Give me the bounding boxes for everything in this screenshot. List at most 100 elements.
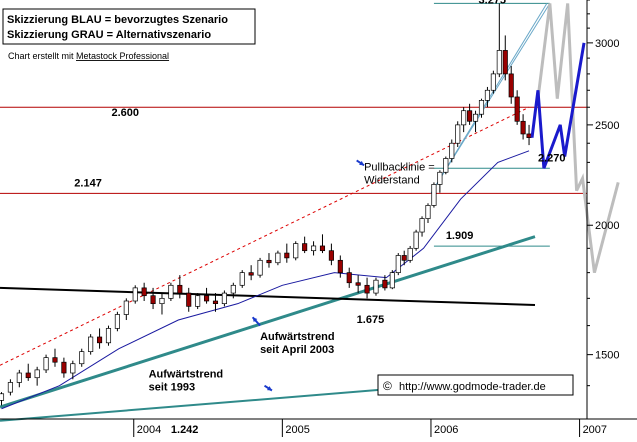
arrow-head [266,386,272,391]
candle-33 [293,241,299,261]
candle-body [502,50,508,75]
candle-body [484,89,490,101]
candles-layer [0,3,532,406]
candle-64 [508,65,514,104]
candle-body [105,328,112,344]
candle-63 [502,35,508,81]
candle-body [16,372,22,383]
candle-16 [141,282,147,301]
candle-38 [337,255,343,278]
candle-1 [7,379,13,396]
candle-body [43,357,49,371]
candle-12 [105,325,112,346]
candle-55 [455,121,461,147]
candle-31 [275,250,281,266]
candle-body [382,279,388,289]
candle-body [419,218,425,233]
candle-body [97,336,103,344]
y-tick-label-3: 3000 [595,38,619,50]
candle-17 [150,287,156,310]
candle-body [0,393,5,401]
candle-13 [114,311,120,332]
candle-body [88,336,94,352]
y-tick-label-1: 2000 [595,220,619,232]
legend-box: Skizzierung BLAU = bevorzugtes Szenario … [2,8,256,45]
candle-body [150,295,156,305]
candle-body [7,382,13,393]
candle-60 [484,86,490,108]
candle-42 [373,277,379,296]
candle-body [239,272,245,286]
candle-body [79,351,85,365]
annotation-line: Aufwärtstrend [149,369,224,381]
x-tick-label-1: 2005 [285,424,309,436]
candle-body [257,259,263,276]
candle-65 [514,90,520,125]
candle-9 [79,348,85,367]
candle-body [302,243,308,252]
trend-line-0 [0,235,536,409]
candle-body [25,372,31,379]
trend-line-3 [0,286,536,307]
candle-29 [257,257,263,278]
candle-10 [88,334,94,355]
candle-56 [461,107,467,133]
candle-body [70,363,76,374]
candle-body [496,50,502,75]
candle-body [443,158,449,173]
candle-27 [239,270,245,288]
annotation-line: Pullbacklinie = [364,161,435,173]
candle-body [346,272,352,284]
candle-54 [449,139,455,163]
y-tick-label-2: 2500 [595,120,619,132]
candle-53 [443,156,449,175]
candle-body [364,284,370,294]
copyright-symbol: © [383,379,392,393]
candle-37 [328,243,334,266]
candle-body [455,124,461,144]
annotation-line: seit April 2003 [260,344,334,356]
candle-body [490,73,496,91]
candle-34 [302,236,308,254]
candle-body [437,171,443,185]
candle-14 [123,298,129,321]
candle-24 [212,293,219,312]
candle-body [508,73,514,98]
candle-61 [490,70,496,94]
candle-body [389,272,395,289]
trend-1993-arrow [263,384,273,392]
candle-5 [43,354,49,373]
candle-body [431,184,437,206]
candle-body [186,292,192,307]
candle-body [123,300,129,315]
candle-62 [496,3,502,78]
candle-46 [401,250,407,266]
moving-average-line [1,150,530,410]
candle-32 [284,243,290,263]
candle-body [212,300,219,305]
copyright-url[interactable]: http://www.godmode-trader.de [399,381,546,393]
candle-body [230,284,236,294]
candle-28 [248,265,254,281]
candle-48 [413,229,419,251]
annotation-0: Pullbacklinie =Widerstand [364,161,435,186]
labels-layer: 3.275 2.600 2.270 2.147 1.909 1.675 1.242 Pullb… [74,0,565,436]
candle-body [413,231,419,249]
candle-body [472,113,479,122]
x-tick-label-3: 2007 [583,424,607,436]
candle-2 [16,369,22,388]
candle-body [407,247,413,261]
candle-body [284,252,290,259]
candle-39 [346,267,352,288]
candle-50 [425,203,431,223]
annotation-line: seit 1993 [149,382,195,394]
candle-4 [34,366,40,386]
candle-47 [407,245,413,263]
candle-body [337,259,343,273]
level-label-2: 2.270 [538,152,566,164]
candle-body [373,279,379,294]
candle-22 [195,293,201,310]
candle-body [520,120,526,135]
candle-45 [395,253,401,276]
